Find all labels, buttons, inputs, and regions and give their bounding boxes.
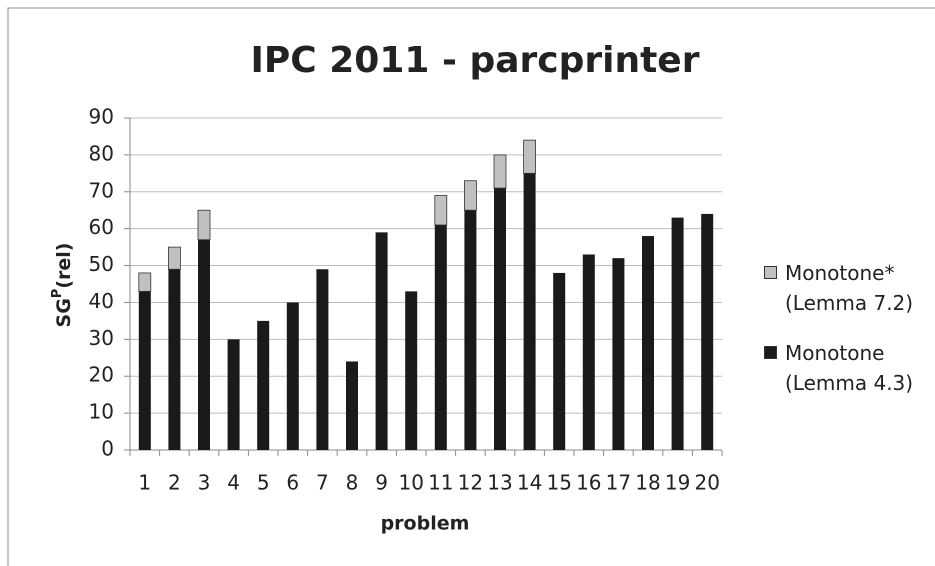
bar-segment — [463, 180, 477, 211]
bar-segment — [168, 269, 181, 450]
x-tick-label: 1 — [138, 471, 151, 495]
x-tick-label: 3 — [198, 471, 211, 495]
y-axis-label: SGP(rel) — [50, 243, 75, 328]
y-label-sup: P — [50, 289, 65, 299]
x-tick-label: 5 — [257, 471, 270, 495]
bar-segment — [434, 195, 448, 226]
bar-segment — [405, 291, 418, 450]
bar-segment — [316, 269, 329, 450]
x-axis-label: problem — [381, 513, 470, 535]
x-tick-label: 9 — [375, 471, 388, 495]
y-tick-label: 30 — [89, 326, 114, 350]
bar-segment — [257, 320, 270, 450]
bar-segment — [197, 209, 211, 241]
legend-label: Monotone (Lemma 4.3) — [785, 341, 914, 395]
x-tick-label: 8 — [346, 471, 359, 495]
y-tick-label: 90 — [89, 105, 114, 129]
x-tick-label: 14 — [517, 471, 542, 495]
y-label-part: SG — [53, 298, 75, 327]
x-tick-label: 17 — [606, 471, 631, 495]
x-tick-label: 10 — [398, 471, 423, 495]
x-tick-label: 16 — [576, 471, 601, 495]
y-tick-label: 70 — [89, 178, 114, 202]
x-tick-label: 4 — [227, 471, 240, 495]
bar-segment — [494, 188, 506, 451]
bar-segment — [227, 339, 240, 450]
bar-segment — [198, 239, 210, 450]
bar-segment — [138, 272, 152, 292]
legend-item: Monotone* (Lemma 7.2) — [764, 258, 929, 318]
legend-item: Monotone (Lemma 4.3) — [764, 338, 929, 398]
x-tick-label: 13 — [487, 471, 512, 495]
bar-segment — [701, 213, 714, 450]
bar-segment — [464, 210, 477, 450]
x-tick-label: 2 — [168, 471, 181, 495]
y-tick-label: 0 — [101, 437, 114, 461]
legend-swatch — [764, 346, 777, 359]
x-tick-label: 7 — [316, 471, 329, 495]
y-tick-label: 10 — [89, 400, 114, 424]
bar-segment — [375, 232, 388, 450]
bar-segment — [612, 258, 625, 450]
bar-segment — [346, 361, 358, 450]
x-tick-label: 15 — [546, 471, 571, 495]
legend-label: Monotone* (Lemma 7.2) — [785, 261, 914, 315]
y-tick-label: 20 — [89, 363, 114, 387]
bar-segment — [167, 246, 181, 270]
y-tick-label: 40 — [89, 289, 114, 313]
x-tick-label: 6 — [286, 471, 299, 495]
x-tick-label: 11 — [428, 471, 453, 495]
bar-segment — [286, 302, 299, 450]
x-tick-label: 12 — [458, 471, 483, 495]
legend-swatch — [764, 266, 777, 279]
chart-title: IPC 2011 - parcprinter — [251, 40, 700, 81]
bar-segment — [434, 224, 447, 450]
bar-segment — [523, 139, 536, 174]
bar-segment — [523, 173, 536, 451]
bar-segment — [582, 254, 595, 450]
bar-segment — [553, 272, 566, 450]
y-label-part: (rel) — [53, 243, 75, 289]
bar-segment — [671, 217, 684, 450]
bar-segment — [138, 291, 151, 450]
y-tick-label: 80 — [89, 141, 114, 165]
y-tick-label: 50 — [89, 252, 114, 276]
bar-segment — [493, 154, 507, 189]
x-tick-label: 18 — [635, 471, 660, 495]
x-tick-label: 20 — [694, 471, 719, 495]
x-tick-label: 19 — [665, 471, 690, 495]
chart-border — [7, 7, 935, 566]
bar-segment — [642, 236, 654, 450]
y-tick-label: 60 — [89, 215, 114, 239]
